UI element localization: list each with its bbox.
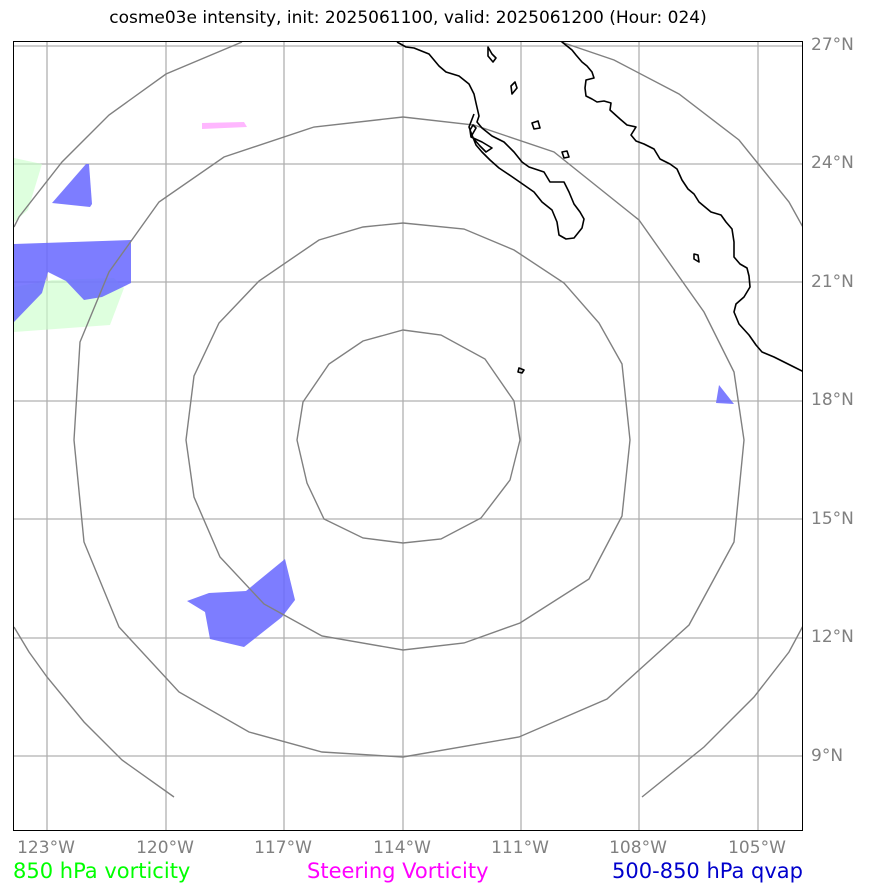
steering-vorticity-patch bbox=[202, 122, 247, 129]
range-ring-4-east bbox=[560, 42, 802, 227]
steering-vorticity-shading bbox=[202, 122, 247, 129]
lon-label-108w: 108°W bbox=[609, 838, 667, 858]
coastline-baja-california bbox=[396, 42, 585, 240]
qvap-patch-east bbox=[716, 385, 734, 404]
range-rings bbox=[14, 42, 802, 798]
range-ring-4 bbox=[14, 42, 243, 228]
coastline-socorro-island bbox=[517, 367, 525, 374]
qvap-patch-small-north bbox=[52, 164, 92, 207]
coastline-gulf-island-3 bbox=[561, 150, 570, 159]
range-ring-2 bbox=[185, 222, 631, 651]
range-ring-4-southwest bbox=[14, 626, 175, 798]
gridlines bbox=[14, 42, 802, 830]
lon-label-114w: 114°W bbox=[373, 838, 431, 858]
legend-850hpa-vorticity: 850 hPa vorticity bbox=[13, 859, 191, 883]
legend-qvap: 500-850 hPa qvap bbox=[612, 859, 803, 883]
lat-label-12n: 12°N bbox=[811, 627, 854, 647]
qvap-patch-south bbox=[187, 559, 295, 647]
coastlines bbox=[396, 42, 802, 374]
lon-label-120w: 120°W bbox=[136, 838, 194, 858]
lat-label-21n: 21°N bbox=[811, 272, 854, 292]
lat-label-18n: 18°N bbox=[811, 390, 854, 410]
coastline-gulf-island-2 bbox=[531, 120, 541, 130]
lon-label-117w: 117°W bbox=[254, 838, 312, 858]
coastline-gulf-island-1 bbox=[510, 81, 518, 95]
map-canvas bbox=[14, 42, 802, 830]
range-ring-3 bbox=[73, 116, 745, 758]
lon-label-123w: 123°W bbox=[17, 838, 75, 858]
legend-steering-vorticity: Steering Vorticity bbox=[307, 859, 489, 883]
lat-label-9n: 9°N bbox=[811, 746, 844, 766]
coastline-tiburon-island bbox=[487, 46, 497, 63]
lat-label-27n: 27°N bbox=[811, 35, 854, 55]
qvap-shading bbox=[14, 164, 734, 647]
qvap-patch-west bbox=[14, 240, 131, 322]
lon-label-105w: 105°W bbox=[728, 838, 786, 858]
range-ring-4-southeast bbox=[641, 626, 802, 798]
lat-label-15n: 15°N bbox=[811, 509, 854, 529]
vorticity-850-patch-north bbox=[14, 158, 42, 222]
lat-label-24n: 24°N bbox=[811, 153, 854, 173]
map-area[interactable] bbox=[13, 41, 803, 831]
coastline-mainland-mexico bbox=[561, 42, 802, 372]
range-ring-1 bbox=[296, 329, 521, 544]
lon-label-111w: 111°W bbox=[491, 838, 549, 858]
coastline-marias-islands bbox=[693, 253, 700, 263]
map-title: cosme03e intensity, init: 2025061100, va… bbox=[109, 8, 707, 28]
